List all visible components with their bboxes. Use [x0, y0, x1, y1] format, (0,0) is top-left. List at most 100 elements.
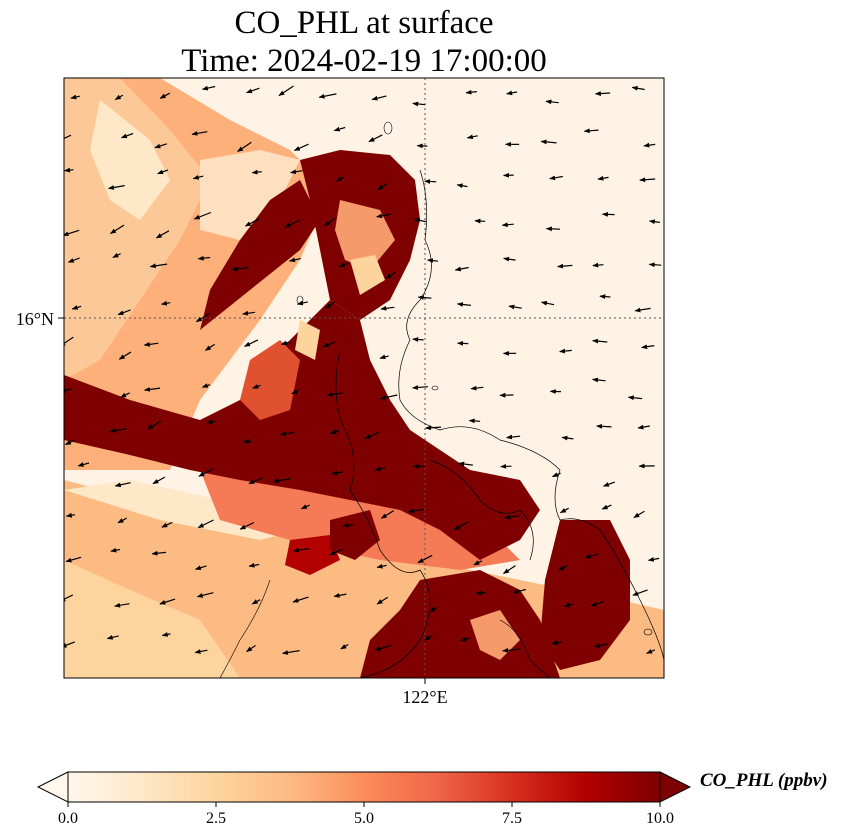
- wind-arrow: [639, 177, 656, 183]
- colorbar-tick-3: 7.5: [502, 810, 522, 827]
- wind-arrow: [338, 262, 349, 268]
- wind-arrow: [333, 593, 347, 598]
- wind-arrow: [198, 468, 214, 477]
- wind-arrow: [458, 461, 473, 467]
- wind-arrow: [417, 295, 432, 300]
- wind-arrow: [417, 554, 433, 564]
- wind-arrow: [499, 392, 514, 398]
- wind-arrow: [427, 258, 439, 263]
- wind-arrow: [324, 217, 336, 226]
- wind-arrow: [632, 589, 648, 596]
- wind-arrow: [643, 142, 656, 148]
- wind-arrow: [118, 351, 132, 360]
- wind-arrow: [594, 91, 611, 96]
- wind-arrow: [114, 94, 124, 101]
- wind-arrow: [503, 256, 516, 262]
- colorbar-gradient: [68, 772, 660, 802]
- wind-arrow: [468, 418, 481, 424]
- lat-tick-label: 16°N: [16, 309, 54, 329]
- wind-arrow: [114, 482, 131, 488]
- wind-arrow: [159, 92, 171, 99]
- wind-arrow: [376, 596, 389, 605]
- wind-arrow: [453, 521, 469, 531]
- wind-arrow: [584, 553, 599, 559]
- wind-arrow: [376, 563, 387, 569]
- wind-arrow: [193, 211, 212, 220]
- wind-arrow: [376, 183, 388, 191]
- wind-arrow: [412, 101, 426, 107]
- wind-arrow: [157, 169, 169, 175]
- wind-arrow: [161, 521, 173, 528]
- wind-arrow: [293, 143, 309, 152]
- wind-arrow: [364, 431, 379, 440]
- wind-arrow: [413, 217, 427, 223]
- wind-arrow: [597, 175, 609, 181]
- wind-arrow: [634, 307, 651, 313]
- wind-arrow: [246, 645, 256, 652]
- wind-arrow: [204, 343, 215, 351]
- wind-arrow: [340, 643, 349, 650]
- wind-arrow: [67, 257, 80, 263]
- wind-arrow: [368, 134, 383, 143]
- wind-arrow: [551, 640, 563, 646]
- wind-arrow: [159, 598, 176, 605]
- wind-arrow: [648, 219, 660, 225]
- wind-arrow: [144, 387, 161, 392]
- coastline-south: [335, 349, 431, 678]
- wind-arrow: [474, 218, 486, 224]
- wind-arrow: [201, 85, 216, 91]
- wind-arrow: [454, 266, 469, 272]
- wind-arrow: [460, 636, 471, 642]
- wind-arrow: [244, 339, 259, 347]
- colorbar-tick-1: 2.5: [206, 810, 226, 827]
- wind-arrow: [242, 310, 256, 316]
- wind-arrow: [191, 131, 208, 136]
- wind-arrow: [424, 179, 437, 184]
- wind-arrow: [374, 466, 386, 472]
- wind-arrow: [196, 592, 214, 598]
- wind-arrow: [65, 512, 76, 518]
- wind-arrow: [248, 477, 263, 485]
- wind-arrow: [641, 344, 655, 350]
- colorbar-extend-low: [36, 771, 69, 803]
- wind-arrow: [583, 128, 599, 134]
- wind-arrow: [506, 434, 521, 440]
- wind-arrow: [470, 385, 484, 391]
- wind-arrow: [557, 263, 573, 269]
- wind-arrow: [508, 304, 522, 310]
- wind-arrow: [64, 167, 74, 173]
- wind-arrow: [292, 596, 309, 603]
- map-title-line1: CO_PHL at surface: [234, 5, 494, 41]
- wind-arrow: [466, 134, 478, 140]
- wind-arrow: [330, 429, 340, 435]
- wind-arrow: [109, 428, 127, 433]
- wind-arrow: [151, 550, 167, 556]
- wind-arrow: [155, 230, 170, 239]
- wind-arrow: [512, 588, 526, 594]
- wind-arrow: [251, 169, 262, 175]
- wind-arrow: [380, 305, 395, 311]
- wind-arrow: [335, 176, 344, 182]
- wind-arrow: [559, 348, 572, 354]
- wind-arrow: [380, 510, 395, 519]
- wind-arrow: [379, 394, 398, 400]
- wind-arrow: [237, 141, 252, 152]
- wind-arrow: [416, 143, 428, 149]
- wind-arrow: [545, 99, 559, 105]
- wind-arrow: [599, 294, 611, 300]
- wind-arrow: [195, 312, 210, 323]
- wind-arrow: [648, 262, 662, 268]
- wind-arrow: [592, 338, 608, 344]
- wind-arrow: [633, 510, 645, 519]
- wind-arrow: [551, 472, 561, 478]
- wind-arrow: [109, 224, 125, 235]
- wind-arrow: [152, 476, 166, 485]
- wind-arrow: [646, 649, 656, 654]
- wind-arrow: [291, 389, 300, 395]
- wind-arrow: [506, 90, 518, 96]
- wind-arrow: [231, 266, 249, 272]
- wind-arrow: [540, 300, 555, 306]
- wind-arrow: [590, 600, 605, 607]
- wind-arrow: [563, 602, 574, 608]
